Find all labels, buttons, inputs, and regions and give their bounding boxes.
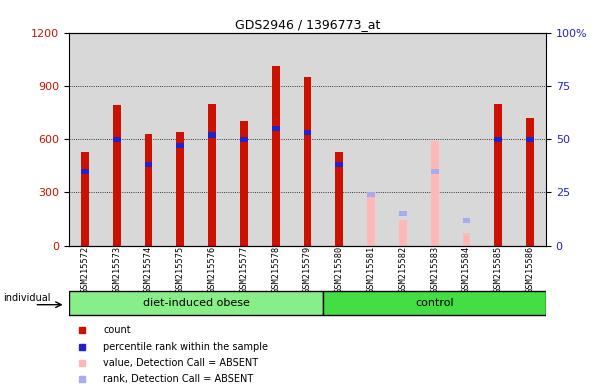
- Bar: [367, 192, 375, 197]
- Text: GSM215579: GSM215579: [303, 246, 312, 293]
- Bar: [260, 33, 292, 246]
- Text: GSM215573: GSM215573: [112, 246, 121, 293]
- Bar: [514, 33, 546, 246]
- Text: diet-induced obese: diet-induced obese: [143, 298, 250, 308]
- Text: value, Detection Call = ABSENT: value, Detection Call = ABSENT: [103, 358, 259, 368]
- Bar: [526, 118, 534, 246]
- Bar: [463, 233, 470, 246]
- Text: GSM215576: GSM215576: [208, 246, 217, 293]
- Bar: [431, 141, 439, 246]
- Bar: [482, 33, 514, 246]
- Bar: [228, 33, 260, 246]
- Bar: [494, 137, 502, 142]
- Text: GSM215578: GSM215578: [271, 246, 280, 293]
- Bar: [463, 217, 470, 223]
- Title: GDS2946 / 1396773_at: GDS2946 / 1396773_at: [235, 18, 380, 31]
- Text: GSM215582: GSM215582: [398, 246, 407, 293]
- Bar: [399, 220, 407, 246]
- FancyBboxPatch shape: [69, 291, 323, 316]
- Bar: [145, 134, 152, 246]
- Bar: [304, 77, 311, 246]
- Text: GSM215577: GSM215577: [239, 246, 248, 293]
- Bar: [196, 33, 228, 246]
- Bar: [367, 194, 375, 246]
- Bar: [176, 132, 184, 246]
- Text: GSM215574: GSM215574: [144, 246, 153, 293]
- Bar: [323, 33, 355, 246]
- Text: GSM215572: GSM215572: [80, 246, 89, 293]
- Text: GSM215586: GSM215586: [526, 246, 535, 293]
- Text: GSM215581: GSM215581: [367, 246, 376, 293]
- Bar: [101, 33, 133, 246]
- Bar: [335, 162, 343, 167]
- Bar: [81, 152, 89, 246]
- Bar: [355, 33, 387, 246]
- Bar: [164, 33, 196, 246]
- Text: count: count: [103, 326, 131, 336]
- Bar: [208, 104, 216, 246]
- Text: GSM215575: GSM215575: [176, 246, 185, 293]
- Bar: [240, 121, 248, 246]
- Bar: [431, 169, 439, 174]
- Text: GSM215584: GSM215584: [462, 246, 471, 293]
- Bar: [176, 143, 184, 148]
- Bar: [272, 66, 280, 246]
- Text: control: control: [415, 298, 454, 308]
- Bar: [292, 33, 323, 246]
- Bar: [399, 211, 407, 217]
- Bar: [451, 33, 482, 246]
- Text: GSM215585: GSM215585: [494, 246, 503, 293]
- Bar: [113, 106, 121, 246]
- Bar: [240, 137, 248, 142]
- Text: percentile rank within the sample: percentile rank within the sample: [103, 342, 268, 352]
- Text: GSM215583: GSM215583: [430, 246, 439, 293]
- Bar: [69, 33, 101, 246]
- Bar: [335, 152, 343, 246]
- Text: rank, Detection Call = ABSENT: rank, Detection Call = ABSENT: [103, 374, 253, 384]
- Bar: [208, 132, 216, 137]
- Text: GSM215580: GSM215580: [335, 246, 344, 293]
- Bar: [133, 33, 164, 246]
- Bar: [81, 169, 89, 174]
- Bar: [387, 33, 419, 246]
- Text: individual: individual: [4, 293, 51, 303]
- Bar: [494, 104, 502, 246]
- FancyBboxPatch shape: [323, 291, 546, 316]
- Bar: [304, 130, 311, 136]
- Bar: [272, 126, 280, 131]
- Bar: [526, 137, 534, 142]
- Bar: [419, 33, 451, 246]
- Bar: [113, 137, 121, 142]
- Bar: [145, 162, 152, 167]
